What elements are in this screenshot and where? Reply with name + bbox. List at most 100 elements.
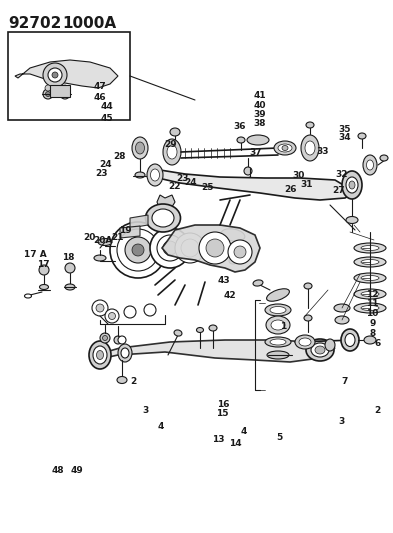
Text: 27: 27 — [332, 187, 345, 195]
Text: 16: 16 — [217, 400, 230, 408]
Ellipse shape — [121, 348, 129, 358]
Circle shape — [124, 306, 136, 318]
Text: 38: 38 — [253, 119, 266, 128]
Text: 23: 23 — [176, 174, 189, 182]
Polygon shape — [130, 215, 148, 228]
Text: 5: 5 — [276, 433, 282, 441]
Circle shape — [228, 240, 252, 264]
Text: 22: 22 — [169, 182, 181, 191]
Text: 17 A: 17 A — [24, 250, 47, 259]
Text: 3: 3 — [339, 417, 345, 425]
Text: 33: 33 — [316, 147, 329, 156]
Circle shape — [157, 235, 183, 261]
Circle shape — [144, 304, 156, 316]
Bar — [50, 85, 70, 97]
Text: 13: 13 — [212, 435, 224, 444]
Ellipse shape — [237, 137, 245, 143]
Polygon shape — [15, 60, 118, 88]
Circle shape — [234, 246, 246, 258]
Circle shape — [62, 85, 68, 91]
Ellipse shape — [299, 338, 311, 346]
Polygon shape — [157, 195, 175, 212]
Text: 24: 24 — [184, 178, 196, 187]
Text: 29: 29 — [165, 141, 177, 149]
Ellipse shape — [132, 137, 148, 159]
Text: 6: 6 — [374, 340, 380, 348]
Circle shape — [65, 263, 75, 273]
Text: 17: 17 — [37, 260, 50, 269]
Text: 12: 12 — [366, 290, 379, 298]
Ellipse shape — [271, 320, 285, 330]
Ellipse shape — [335, 316, 349, 324]
Text: 23: 23 — [95, 169, 108, 177]
Ellipse shape — [304, 315, 312, 321]
Ellipse shape — [361, 292, 379, 296]
Text: 18: 18 — [62, 254, 75, 262]
Ellipse shape — [170, 128, 180, 136]
Text: 8: 8 — [369, 329, 376, 337]
Text: 3: 3 — [142, 406, 149, 415]
Ellipse shape — [266, 316, 290, 334]
Ellipse shape — [145, 204, 180, 232]
Ellipse shape — [117, 376, 127, 384]
Ellipse shape — [196, 327, 204, 333]
Circle shape — [244, 167, 252, 175]
Circle shape — [105, 309, 119, 323]
Ellipse shape — [346, 216, 358, 223]
Ellipse shape — [247, 135, 269, 145]
Ellipse shape — [174, 330, 182, 336]
Ellipse shape — [282, 146, 288, 150]
Ellipse shape — [354, 257, 386, 267]
Circle shape — [110, 222, 166, 278]
Ellipse shape — [253, 280, 263, 286]
Ellipse shape — [147, 164, 163, 186]
Circle shape — [163, 241, 177, 255]
Circle shape — [46, 92, 50, 96]
Ellipse shape — [304, 283, 312, 289]
Circle shape — [103, 335, 108, 341]
Circle shape — [108, 312, 116, 319]
Ellipse shape — [136, 142, 145, 154]
Ellipse shape — [40, 285, 48, 289]
Circle shape — [43, 89, 53, 99]
Ellipse shape — [221, 229, 245, 241]
Ellipse shape — [118, 344, 132, 362]
Ellipse shape — [354, 289, 386, 299]
Text: 39: 39 — [253, 110, 266, 119]
Ellipse shape — [361, 260, 379, 264]
Ellipse shape — [97, 351, 103, 359]
Text: 2: 2 — [130, 377, 137, 385]
Ellipse shape — [346, 177, 358, 193]
Ellipse shape — [151, 169, 160, 181]
Polygon shape — [162, 225, 260, 272]
Text: 4: 4 — [158, 422, 164, 431]
Text: 40: 40 — [253, 101, 266, 110]
Text: 26: 26 — [284, 185, 296, 193]
Ellipse shape — [345, 334, 355, 346]
Ellipse shape — [364, 336, 376, 344]
Text: 46: 46 — [94, 93, 107, 101]
Circle shape — [150, 228, 190, 268]
Text: 20A: 20A — [93, 237, 113, 245]
Ellipse shape — [266, 289, 289, 301]
Text: 42: 42 — [224, 292, 236, 300]
Text: 43: 43 — [218, 277, 230, 285]
Text: 32: 32 — [336, 171, 348, 179]
Ellipse shape — [315, 346, 325, 354]
Text: 35: 35 — [339, 125, 351, 134]
Ellipse shape — [270, 339, 286, 345]
Text: 41: 41 — [253, 92, 266, 100]
Ellipse shape — [163, 139, 181, 165]
Text: 1000A: 1000A — [62, 16, 116, 31]
Circle shape — [199, 232, 231, 264]
Polygon shape — [90, 340, 335, 362]
Ellipse shape — [306, 339, 334, 361]
Text: 49: 49 — [71, 466, 83, 474]
Ellipse shape — [354, 303, 386, 313]
Ellipse shape — [361, 246, 379, 251]
Text: 28: 28 — [114, 152, 126, 160]
Ellipse shape — [305, 141, 315, 155]
Ellipse shape — [267, 351, 289, 359]
Text: 2: 2 — [374, 406, 380, 415]
Ellipse shape — [89, 341, 111, 369]
